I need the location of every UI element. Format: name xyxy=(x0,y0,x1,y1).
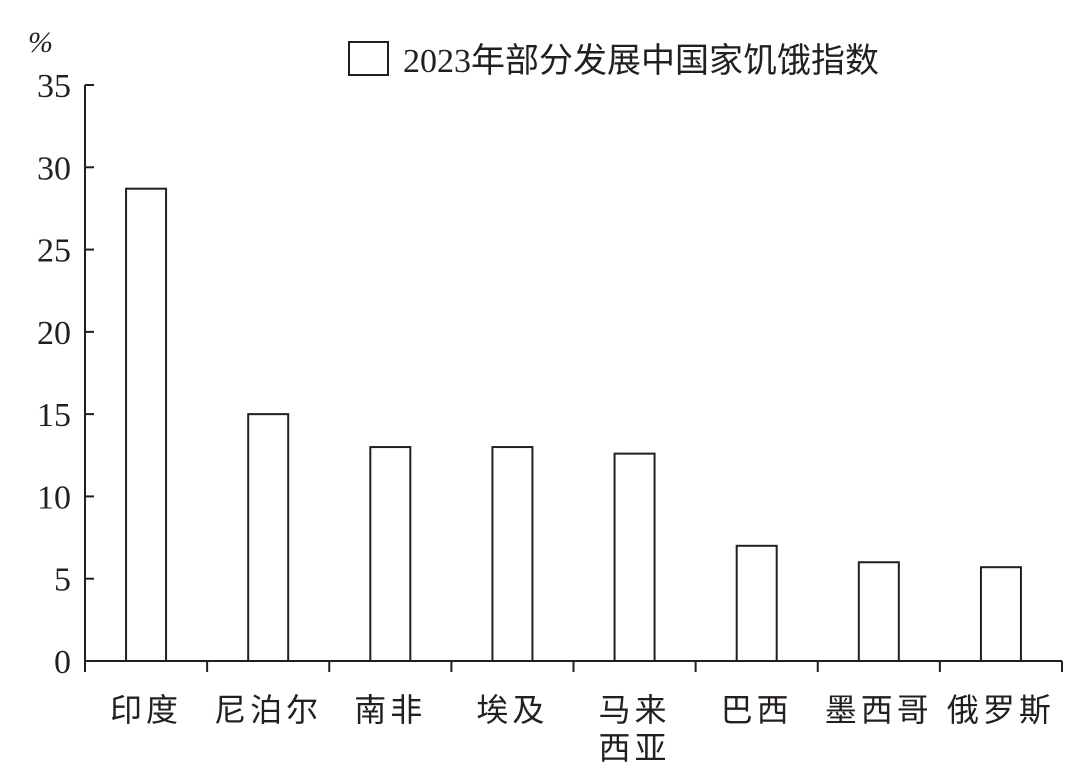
bar xyxy=(857,561,900,662)
y-tick-label: 25 xyxy=(37,233,71,270)
y-tick-label: 35 xyxy=(37,68,71,105)
x-tick-label: 印度 xyxy=(110,692,182,728)
x-tick-label: 埃及 xyxy=(476,692,548,728)
x-tick-label: 俄罗斯 xyxy=(947,692,1055,728)
legend-label: 2023年部分发展中国家饥饿指数 xyxy=(403,42,879,80)
y-tick-label: 0 xyxy=(54,644,71,681)
y-tick-label: 20 xyxy=(37,315,71,352)
bar xyxy=(735,544,778,662)
bar xyxy=(613,452,656,663)
x-tick-label: 南非 xyxy=(354,692,426,728)
x-tick-label: 尼泊尔 xyxy=(214,692,322,728)
bar xyxy=(369,446,412,662)
y-tick-label: 15 xyxy=(37,397,71,434)
y-tick-label: 10 xyxy=(37,479,71,516)
bar xyxy=(979,566,1022,662)
y-tick-label: 5 xyxy=(54,562,71,599)
bar xyxy=(491,446,534,662)
y-tick-label: 30 xyxy=(37,150,71,187)
x-tick-label: 巴西 xyxy=(721,692,793,728)
legend-swatch xyxy=(348,41,389,76)
bar xyxy=(125,187,168,662)
y-axis-label: % xyxy=(28,26,53,59)
x-tick-label: 墨西哥 xyxy=(825,692,933,728)
x-tick-label: 马来西亚 xyxy=(599,692,671,766)
bar xyxy=(247,413,290,662)
